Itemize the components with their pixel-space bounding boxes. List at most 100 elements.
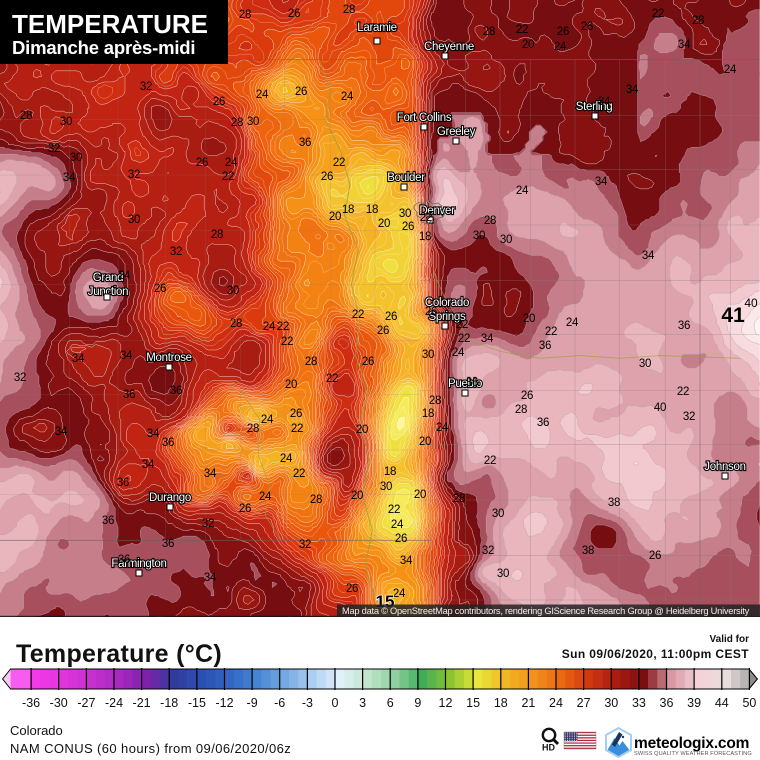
svg-text:22: 22: [281, 336, 293, 348]
svg-text:32: 32: [482, 545, 494, 557]
svg-text:20: 20: [414, 489, 426, 501]
svg-text:22: 22: [333, 157, 345, 169]
svg-text:15: 15: [466, 696, 480, 710]
svg-text:36: 36: [299, 137, 311, 149]
svg-text:18: 18: [366, 204, 378, 216]
svg-text:24: 24: [724, 64, 737, 76]
svg-text:18: 18: [422, 408, 434, 420]
svg-text:SWISS QUALITY WEATHER FORECAST: SWISS QUALITY WEATHER FORECASTING: [634, 751, 752, 757]
svg-text:22: 22: [484, 455, 496, 467]
svg-text:20: 20: [378, 218, 390, 230]
svg-text:Grand: Grand: [93, 272, 123, 284]
svg-text:22: 22: [293, 468, 305, 480]
svg-text:-24: -24: [105, 696, 123, 710]
svg-text:24: 24: [256, 89, 269, 101]
svg-text:26: 26: [288, 8, 300, 20]
svg-text:26: 26: [425, 306, 437, 318]
svg-text:Durango: Durango: [149, 492, 191, 504]
svg-text:30: 30: [380, 481, 392, 493]
svg-text:26: 26: [346, 583, 358, 595]
svg-text:32: 32: [14, 372, 26, 384]
svg-text:36: 36: [537, 417, 549, 429]
svg-text:36: 36: [170, 385, 182, 397]
svg-text:32: 32: [299, 539, 311, 551]
svg-text:36: 36: [162, 437, 174, 449]
svg-text:28: 28: [230, 318, 242, 330]
svg-text:26: 26: [239, 503, 251, 515]
svg-text:20: 20: [419, 436, 431, 448]
svg-text:-21: -21: [133, 696, 151, 710]
svg-text:-36: -36: [22, 696, 40, 710]
svg-text:26: 26: [649, 550, 661, 562]
svg-text:34: 34: [595, 176, 608, 188]
svg-text:26: 26: [395, 533, 407, 545]
svg-text:24: 24: [259, 491, 272, 503]
svg-text:30: 30: [247, 116, 259, 128]
svg-text:34: 34: [678, 39, 691, 51]
svg-text:Johnson: Johnson: [704, 461, 745, 473]
svg-text:22: 22: [277, 321, 289, 333]
svg-text:Farmington: Farmington: [111, 558, 166, 570]
svg-text:Boulder: Boulder: [387, 172, 425, 184]
svg-text:36: 36: [466, 377, 478, 389]
svg-text:18: 18: [494, 696, 508, 710]
svg-text:28: 28: [247, 423, 259, 435]
svg-text:9: 9: [414, 696, 421, 710]
svg-text:26: 26: [213, 96, 225, 108]
svg-text:30: 30: [70, 152, 82, 164]
svg-text:34: 34: [72, 353, 85, 365]
svg-text:22: 22: [458, 333, 470, 345]
svg-text:24: 24: [516, 185, 529, 197]
svg-text:24: 24: [225, 157, 238, 169]
svg-text:20: 20: [329, 211, 341, 223]
svg-text:44: 44: [715, 696, 729, 710]
svg-text:36: 36: [123, 389, 135, 401]
svg-text:20: 20: [285, 379, 297, 391]
svg-text:40: 40: [744, 296, 758, 310]
svg-text:30: 30: [422, 349, 434, 361]
svg-text:38: 38: [608, 497, 620, 509]
svg-text:41: 41: [721, 304, 745, 327]
svg-text:26: 26: [290, 408, 302, 420]
svg-text:26: 26: [295, 86, 307, 98]
svg-text:26: 26: [196, 157, 208, 169]
svg-text:24: 24: [341, 91, 354, 103]
svg-text:24: 24: [263, 321, 276, 333]
svg-text:Laramie: Laramie: [357, 22, 396, 34]
svg-text:26: 26: [154, 283, 166, 295]
svg-text:36: 36: [660, 696, 674, 710]
svg-text:30: 30: [492, 508, 504, 520]
svg-text:36: 36: [102, 515, 114, 527]
svg-text:28: 28: [453, 493, 465, 505]
svg-text:TEMPERATURE: TEMPERATURE: [12, 9, 208, 39]
svg-text:28: 28: [692, 15, 704, 27]
svg-text:28: 28: [515, 404, 527, 416]
svg-text:0: 0: [332, 696, 339, 710]
svg-text:22: 22: [545, 326, 557, 338]
svg-text:20: 20: [523, 313, 535, 325]
svg-text:Greeley: Greeley: [437, 126, 476, 138]
svg-text:38: 38: [582, 545, 594, 557]
svg-text:Fort Collins: Fort Collins: [397, 112, 452, 124]
svg-text:28: 28: [305, 356, 317, 368]
svg-text:24: 24: [393, 588, 406, 600]
svg-text:34: 34: [400, 555, 413, 567]
svg-text:30: 30: [473, 230, 485, 242]
svg-text:22: 22: [291, 423, 303, 435]
svg-text:30: 30: [500, 234, 512, 246]
svg-text:Montrose: Montrose: [146, 352, 192, 364]
svg-text:Colorado: Colorado: [425, 297, 469, 309]
svg-text:12: 12: [439, 696, 453, 710]
svg-text:18: 18: [419, 231, 431, 243]
svg-text:meteologix.com: meteologix.com: [634, 735, 749, 752]
svg-text:34: 34: [204, 468, 217, 480]
svg-text:22: 22: [652, 8, 664, 20]
svg-text:24: 24: [554, 41, 567, 53]
svg-text:32: 32: [202, 518, 214, 530]
svg-text:36: 36: [539, 340, 551, 352]
svg-text:28: 28: [310, 494, 322, 506]
svg-text:20: 20: [351, 490, 363, 502]
svg-text:36: 36: [117, 477, 129, 489]
svg-text:30: 30: [128, 214, 140, 226]
svg-text:3: 3: [359, 696, 366, 710]
